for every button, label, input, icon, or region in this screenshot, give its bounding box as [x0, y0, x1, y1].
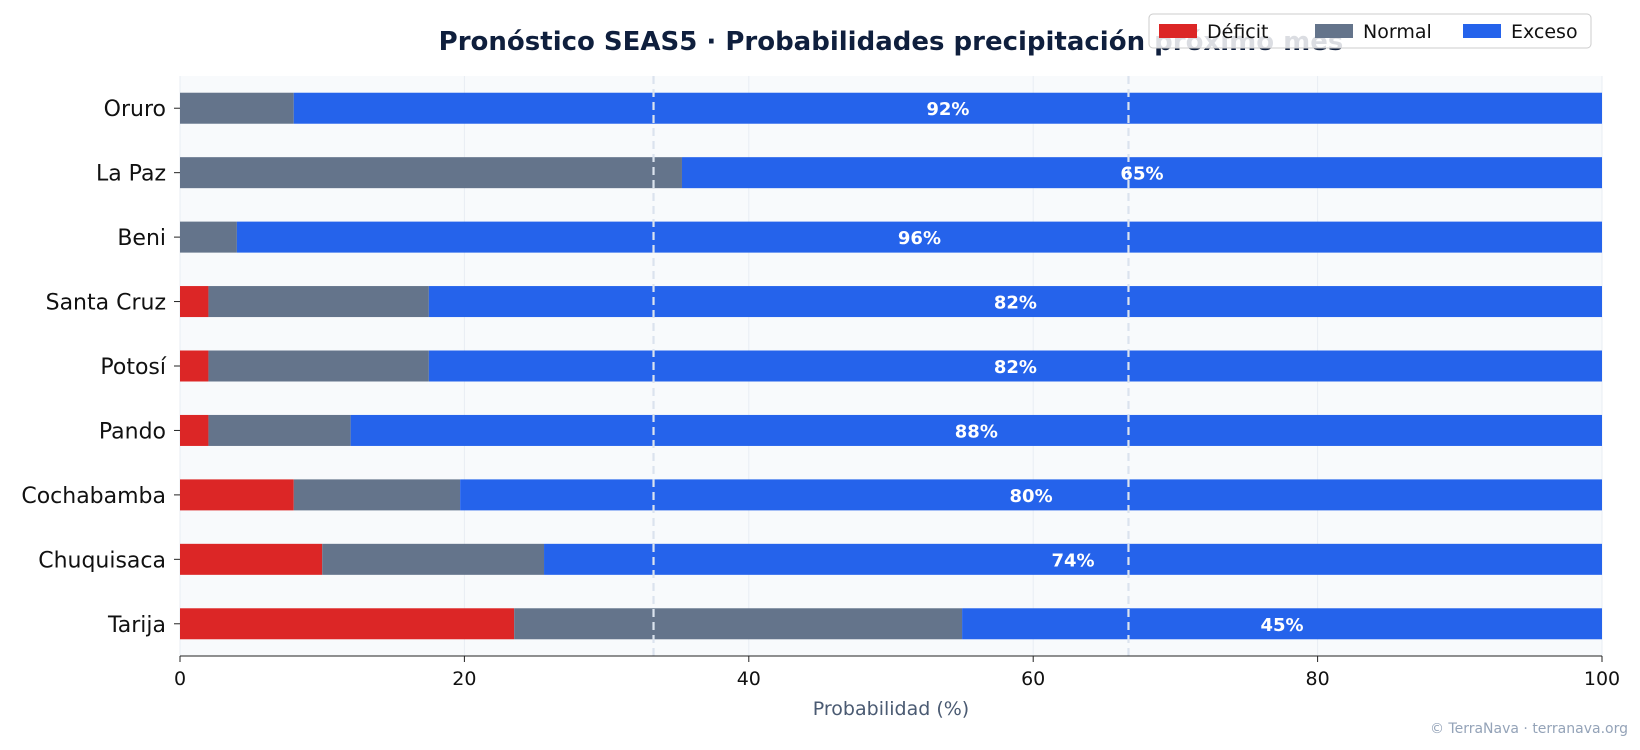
category-label: Chuquisaca	[38, 548, 166, 573]
bar-exceso-1	[681, 157, 1602, 189]
bar-exceso-4	[428, 350, 1603, 382]
category-label: Potosí	[100, 355, 166, 380]
legend-swatch	[1159, 24, 1197, 38]
bar-normal-2	[180, 221, 237, 253]
category-label: Santa Cruz	[46, 291, 166, 316]
legend-box	[1148, 13, 1592, 49]
bar-normal-7	[322, 543, 545, 575]
legend-label: Déficit	[1207, 21, 1268, 43]
bar-labels: 92% 65% 96% 82% 82% 88% 80% 74% 45%	[898, 99, 1304, 636]
bar-normal-8	[514, 608, 963, 640]
bar-dficit-6	[180, 479, 294, 511]
bar-value-label: 88%	[955, 421, 998, 442]
x-tick-label: 80	[1306, 668, 1330, 690]
bar-normal-3	[208, 286, 429, 318]
bar-exceso-3	[428, 286, 1603, 318]
category-label: La Paz	[96, 162, 166, 187]
footer-credit: © TerraNava · terranava.org	[1430, 721, 1628, 737]
bar-dficit-3	[180, 286, 209, 318]
bar-normal-0	[180, 92, 294, 124]
category-label: Tarija	[107, 613, 166, 638]
category-label: Cochabamba	[21, 484, 166, 509]
category-labels: Oruro La Paz Beni Santa Cruz Potosí Pando Coch…	[21, 97, 180, 638]
x-tick-label: 100	[1584, 668, 1620, 690]
category-label: Beni	[117, 226, 166, 251]
category-label: Oruro	[104, 97, 166, 122]
bar-exceso-7	[544, 543, 1602, 575]
bar-value-label: 92%	[926, 99, 969, 120]
bar-value-label: 74%	[1051, 550, 1094, 571]
bar-value-label: 82%	[994, 357, 1037, 378]
legend-swatch	[1315, 24, 1353, 38]
x-axis: 0 20 40 60 80 100	[174, 655, 1620, 690]
bar-exceso-2	[236, 221, 1602, 253]
bar-dficit-5	[180, 414, 209, 446]
reference-lines	[652, 76, 1130, 656]
bar-exceso-6	[460, 479, 1602, 511]
legend-label: Normal	[1363, 21, 1432, 43]
x-tick-label: 60	[1021, 668, 1045, 690]
bar-exceso-0	[293, 92, 1602, 124]
bar-normal-4	[208, 350, 429, 382]
bar-dficit-8	[180, 608, 515, 640]
x-tick-label: 0	[174, 668, 186, 690]
x-tick-label: 40	[737, 668, 761, 690]
legend-swatch	[1463, 24, 1501, 38]
bar-normal-5	[208, 414, 351, 446]
bar-normal-1	[180, 157, 682, 189]
legend-label: Exceso	[1511, 21, 1578, 43]
bars	[180, 92, 1603, 640]
bar-value-label: 82%	[994, 293, 1037, 314]
bar-exceso-8	[962, 608, 1602, 640]
bar-dficit-7	[180, 543, 323, 575]
bar-value-label: 45%	[1261, 615, 1304, 636]
bar-dficit-4	[180, 350, 209, 382]
category-label: Pando	[99, 419, 166, 444]
bar-exceso-5	[350, 414, 1602, 446]
x-tick-label: 20	[452, 668, 476, 690]
bar-value-label: 80%	[1010, 486, 1053, 507]
bar-value-label: 65%	[1120, 164, 1163, 185]
x-axis-label: Probabilidad (%)	[813, 698, 969, 720]
bar-value-label: 96%	[898, 228, 941, 249]
legend: Déficit Normal Exceso	[1148, 13, 1592, 49]
bar-normal-6	[293, 479, 461, 511]
